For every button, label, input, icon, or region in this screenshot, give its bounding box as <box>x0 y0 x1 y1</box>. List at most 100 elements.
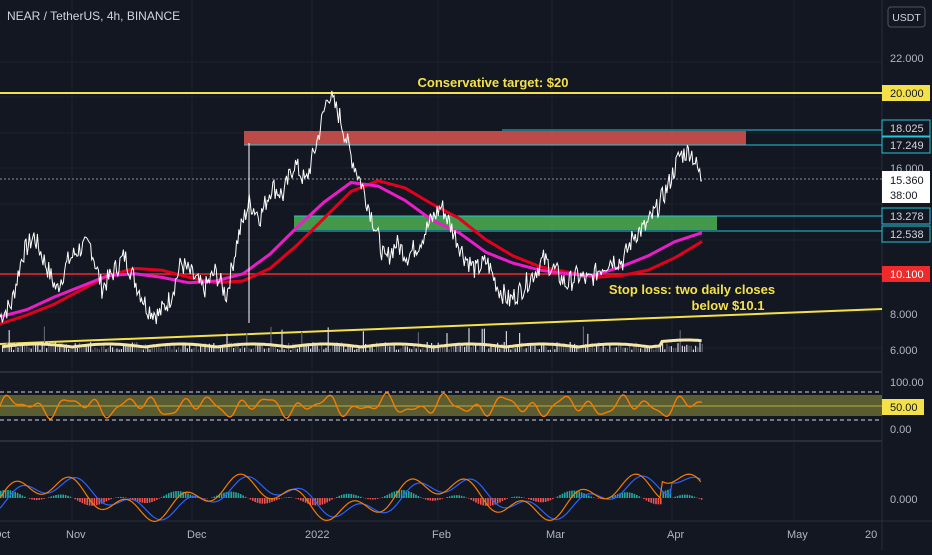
volume-bar <box>306 346 307 352</box>
volume-bar <box>673 348 674 352</box>
macd-histogram-bar <box>437 498 439 500</box>
macd-histogram-bar <box>370 498 372 499</box>
volume-bar <box>515 348 516 352</box>
volume-bar <box>488 348 489 352</box>
volume-bar <box>339 346 340 352</box>
volume-bar <box>367 350 368 352</box>
stop-annotation-line1: Stop loss: two daily closes <box>609 282 775 297</box>
macd-histogram-bar <box>31 498 33 500</box>
macd-histogram-bar <box>511 497 513 498</box>
macd-histogram-bar <box>125 498 127 499</box>
volume-bar <box>105 349 106 352</box>
volume-bar <box>548 350 549 352</box>
volume-bar <box>605 347 606 352</box>
macd-histogram-bar <box>262 498 264 504</box>
time-tick: Apr <box>667 529 684 541</box>
volume-bar <box>13 350 14 352</box>
macd-histogram-bar <box>14 492 16 498</box>
macd-histogram-bar <box>58 495 60 498</box>
volume-bar <box>389 346 390 352</box>
volume-bar <box>411 349 412 352</box>
volume-bar <box>244 348 245 352</box>
volume-bar <box>270 327 271 352</box>
volume-bar <box>121 349 122 352</box>
volume-bar <box>268 348 269 352</box>
macd-histogram-bar <box>593 497 595 498</box>
macd-histogram-bar <box>298 498 300 500</box>
time-tick: Mar <box>546 529 565 541</box>
volume-bar <box>149 349 150 352</box>
volume-bar <box>651 348 652 352</box>
macd-histogram-bar <box>74 498 76 499</box>
macd-histogram-bar <box>552 498 554 499</box>
macd-histogram-bar <box>295 498 297 499</box>
volume-bar <box>418 332 419 352</box>
macd-histogram-bar <box>518 497 520 498</box>
macd-histogram-bar <box>82 498 84 503</box>
macd-histogram-bar <box>691 496 693 498</box>
macd-histogram-bar <box>470 498 472 500</box>
macd-histogram-bar <box>55 495 57 498</box>
support-zone[interactable] <box>294 216 717 230</box>
macd-histogram-bar <box>446 497 448 498</box>
macd-histogram-bar <box>365 498 367 499</box>
macd-axis[interactable]: 0.000 <box>890 494 918 506</box>
volume-bar <box>114 349 115 352</box>
volume-bar <box>453 346 454 352</box>
volume-bar <box>363 331 364 352</box>
macd-histogram-bar <box>108 498 110 500</box>
macd-histogram-bar <box>122 497 124 498</box>
volume-bar <box>70 348 71 352</box>
volume-bar <box>257 345 258 352</box>
macd-histogram-bar <box>367 498 369 499</box>
currency-button-label[interactable]: USDT <box>892 12 921 24</box>
macd-histogram-bar <box>84 498 86 504</box>
macd-histogram-bar <box>106 498 108 501</box>
volume-bar <box>486 350 487 352</box>
macd-histogram-bar <box>480 498 482 505</box>
volume-bar <box>691 346 692 352</box>
time-tick: 2022 <box>305 529 329 541</box>
macd-histogram-bar <box>36 498 38 500</box>
volume-bar <box>499 349 500 353</box>
volume-bar <box>627 348 628 352</box>
volume-bar <box>642 350 643 353</box>
macd-histogram-bar <box>43 498 45 499</box>
volume-bar <box>53 347 54 352</box>
macd-histogram-bar <box>497 498 499 504</box>
volume-bar <box>581 348 582 352</box>
macd-histogram-bar <box>53 496 55 498</box>
macd-histogram-bar <box>300 498 302 501</box>
macd-histogram-bar <box>341 495 343 498</box>
macd-histogram-bar <box>204 498 206 499</box>
macd-histogram-bar <box>19 494 21 498</box>
volume-bar <box>26 346 27 353</box>
volume-bar <box>512 348 513 352</box>
symbol-title: NEAR / TetherUS, 4h, BINANCE <box>7 9 180 23</box>
macd-histogram-bar <box>648 498 650 502</box>
volume-bar <box>653 350 654 352</box>
macd-histogram-bar <box>598 498 600 499</box>
volume-bar <box>407 347 408 353</box>
macd-histogram-bar <box>158 498 160 499</box>
macd-histogram-bar <box>146 498 148 503</box>
volume-bar <box>277 349 278 352</box>
volume-bar <box>108 348 109 352</box>
volume-bar <box>160 348 161 352</box>
volume-bar <box>688 346 689 352</box>
macd-histogram-bar <box>478 498 480 504</box>
macd-histogram-bar <box>629 493 631 499</box>
macd-histogram-bar <box>540 498 542 502</box>
volume-bar <box>158 346 159 352</box>
time-tick: May <box>787 529 808 541</box>
currency-button[interactable]: USDT <box>888 7 925 27</box>
volume-bar <box>482 329 483 352</box>
volume-bar <box>242 346 243 352</box>
macd-histogram-bar <box>50 496 52 498</box>
volume-bar <box>284 349 285 352</box>
macd-histogram-bar <box>266 498 268 503</box>
macd-histogram-bar <box>29 498 31 499</box>
volume-bar <box>165 346 166 352</box>
volume-bar <box>11 347 12 352</box>
volume-bar <box>561 347 562 352</box>
